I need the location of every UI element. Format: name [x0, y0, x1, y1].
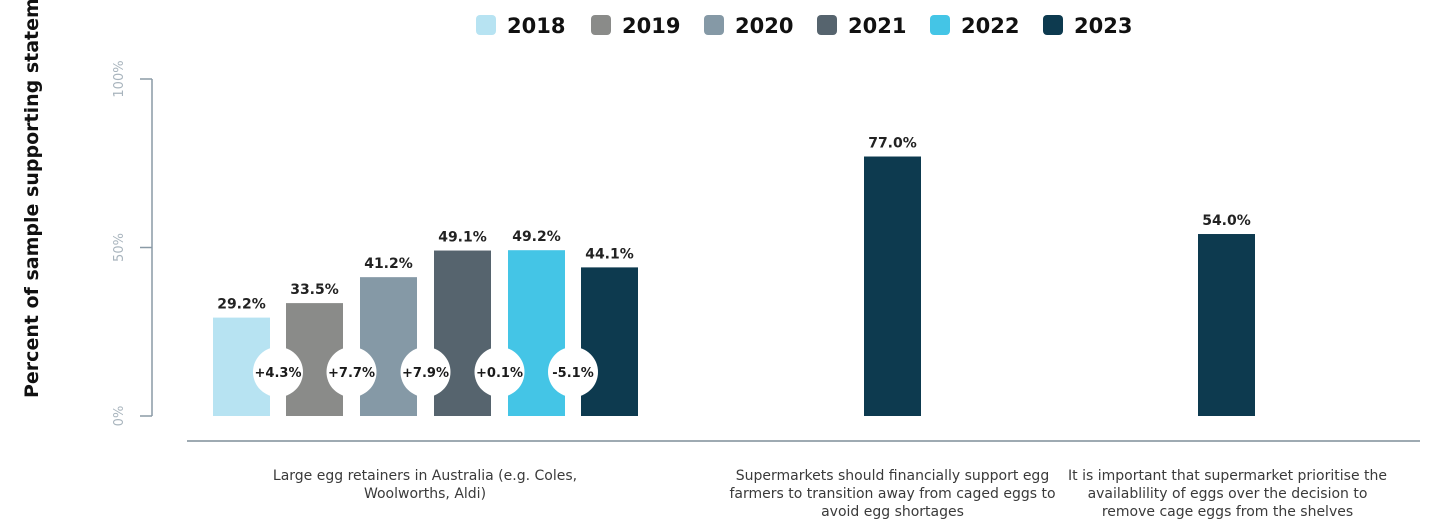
- change-bubble: [548, 347, 598, 397]
- bar-value-label: 44.1%: [585, 246, 634, 262]
- change-bubble: [326, 347, 377, 397]
- category-label-prioritise-availability: It is important that supermarket priorit…: [1068, 468, 1387, 520]
- bar-2023-group-3: [1198, 234, 1255, 416]
- change-label: +7.7%: [328, 366, 375, 381]
- category-label-financial-support: Supermarkets should financially support …: [729, 468, 1056, 520]
- legend-label-2019: 2019: [622, 14, 680, 38]
- change-label: +0.1%: [476, 366, 523, 381]
- bar-value-label: 41.2%: [364, 256, 413, 272]
- bar-value-label: 54.0%: [1202, 213, 1251, 229]
- legend-swatch-2020: [704, 15, 724, 35]
- change-bubble: [474, 347, 525, 397]
- legend-label-2023: 2023: [1074, 14, 1132, 38]
- legend-swatch-2023: [1043, 15, 1063, 35]
- change-bubble: [400, 347, 451, 397]
- bar-2021-group-1: [434, 250, 491, 416]
- legend-label-2022: 2022: [961, 14, 1019, 38]
- bar-2023-group-2: [864, 156, 921, 416]
- legend-swatch-2019: [591, 15, 611, 35]
- y-tick-label: 100%: [112, 60, 127, 97]
- legend-swatch-2022: [930, 15, 950, 35]
- bar-2022-group-1: [508, 250, 565, 416]
- legend-label-2020: 2020: [735, 14, 793, 38]
- change-label: -5.1%: [552, 366, 593, 381]
- y-tick-label: 50%: [112, 233, 127, 262]
- change-label: +4.3%: [255, 366, 302, 381]
- bar-2020-group-1: [360, 277, 417, 416]
- bar-value-label: 33.5%: [290, 282, 339, 298]
- bar-2023-group-1: [581, 267, 638, 416]
- bar-value-label: 77.0%: [868, 136, 917, 152]
- category-label-retailers: Large egg retainers in Australia (e.g. C…: [272, 468, 578, 502]
- legend-label-2018: 2018: [507, 14, 565, 38]
- bar-value-label: 49.2%: [512, 229, 561, 245]
- legend-label-2021: 2021: [848, 14, 906, 38]
- bar-value-label: 49.1%: [438, 230, 487, 246]
- y-tick-label: 0%: [112, 406, 127, 427]
- legend-swatch-2021: [817, 15, 837, 35]
- change-bubble: [253, 347, 303, 397]
- change-label: +7.9%: [402, 366, 449, 381]
- legend-swatch-2018: [476, 15, 496, 35]
- bar-value-label: 29.2%: [217, 297, 266, 313]
